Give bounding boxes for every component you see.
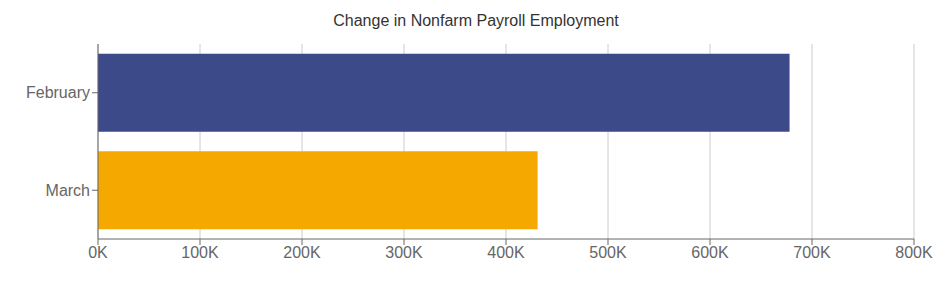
svg-text:February: February xyxy=(26,84,90,101)
svg-text:200K: 200K xyxy=(283,244,321,261)
svg-text:700K: 700K xyxy=(793,244,831,261)
svg-text:0K: 0K xyxy=(88,244,108,261)
svg-text:March: March xyxy=(46,182,90,199)
svg-text:800K: 800K xyxy=(895,244,933,261)
html-text:Change in Nonfarm Payroll Empl: Change in Nonfarm Payroll Employment xyxy=(333,12,619,29)
svg-text:100K: 100K xyxy=(181,244,219,261)
svg-text:600K: 600K xyxy=(691,244,729,261)
svg-text:400K: 400K xyxy=(487,244,525,261)
svg-text:500K: 500K xyxy=(589,244,627,261)
svg-text:300K: 300K xyxy=(385,244,423,261)
